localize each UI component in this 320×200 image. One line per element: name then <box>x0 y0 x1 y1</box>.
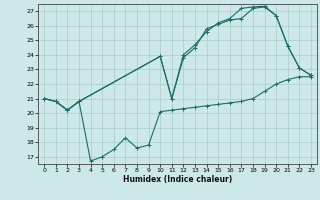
X-axis label: Humidex (Indice chaleur): Humidex (Indice chaleur) <box>123 175 232 184</box>
